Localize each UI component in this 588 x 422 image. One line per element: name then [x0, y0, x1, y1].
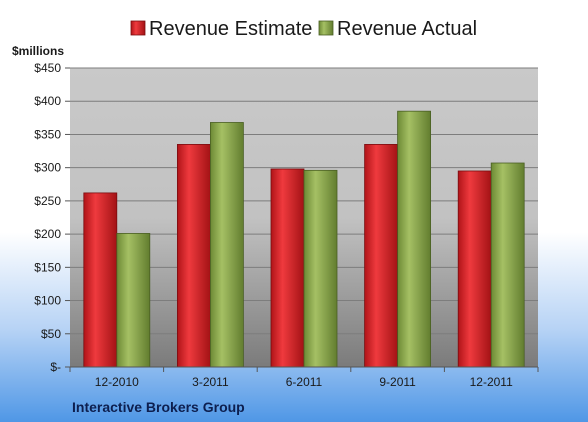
y-tick-label: $400: [34, 94, 61, 108]
bar-revenue-actual: [303, 169, 338, 368]
bar-revenue-actual: [397, 110, 432, 368]
bars: [83, 110, 525, 368]
y-tick-label: $450: [34, 61, 61, 75]
x-tick-label: 6-2011: [286, 375, 323, 389]
legend-swatch-revenue-actual: [318, 20, 334, 36]
legend: Revenue Estimate Revenue Actual: [130, 18, 477, 40]
x-tick-label: 3-2011: [192, 375, 229, 389]
x-axis-ticks: 12-2010 3-2011 6-2011 9-2011 12-2011: [69, 367, 539, 389]
bar-revenue-estimate: [364, 144, 399, 368]
y-tick-label: $50: [41, 327, 61, 341]
bar-revenue-estimate: [270, 168, 305, 368]
y-tick-label: $300: [34, 161, 61, 175]
y-tick-label: $250: [34, 194, 61, 208]
bar-revenue-actual: [116, 233, 151, 368]
legend-swatch-revenue-estimate: [130, 20, 146, 36]
legend-label-revenue-actual: Revenue Actual: [337, 18, 477, 40]
x-tick-label: 12-2011: [470, 375, 513, 389]
x-tick-label: 9-2011: [379, 375, 416, 389]
bar-revenue-estimate: [176, 144, 211, 368]
y-tick-label: $-: [50, 360, 61, 374]
legend-label-revenue-estimate: Revenue Estimate: [149, 18, 312, 40]
y-tick-label: $100: [34, 294, 61, 308]
bar-revenue-estimate: [83, 192, 118, 368]
y-axis-unit-label: $millions: [12, 44, 64, 58]
y-axis-ticks: $- $50 $100 $150 $200 $250 $300 $350 $400 $450: [34, 61, 70, 374]
y-tick-label: $200: [34, 227, 61, 241]
bar-revenue-actual: [209, 122, 244, 368]
x-tick-label: 12-2010: [95, 375, 139, 389]
bar-revenue-actual: [490, 162, 525, 368]
bar-revenue-estimate: [457, 170, 492, 368]
y-tick-label: $150: [34, 260, 61, 274]
company-name: Interactive Brokers Group: [72, 399, 245, 415]
y-tick-label: $350: [34, 127, 61, 141]
